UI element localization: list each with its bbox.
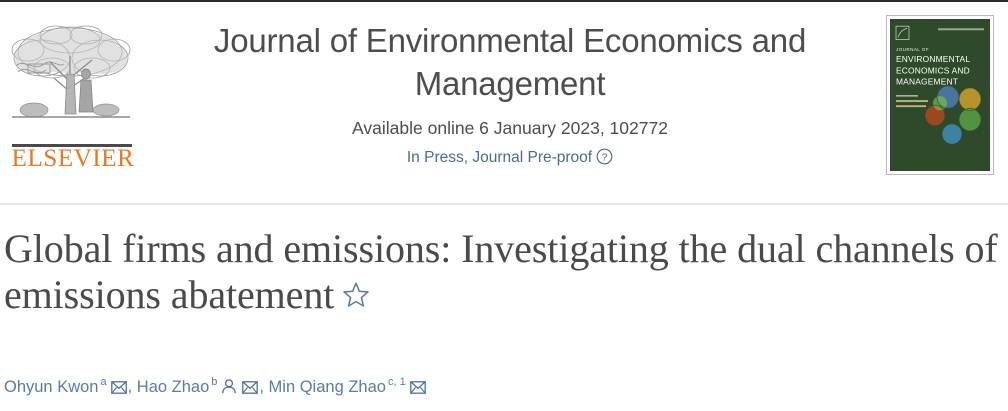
author-affiliation-marker[interactable]: c, 1 [387,376,406,388]
journal-name[interactable]: Journal of Environmental Economics and M… [213,22,807,102]
in-press-link[interactable]: In Press, Journal Pre-proof [406,148,593,166]
author-list: Ohyun Kwon a, Hao Zhao b, Min Qiang Zhao c,… [4,372,994,399]
author-entry: Hao Zhao b [136,376,260,399]
star-outline-icon[interactable] [341,274,371,320]
person-icon[interactable] [221,378,237,399]
elsevier-wordmark: ELSEVIER [11,145,135,172]
top-rule [0,0,1008,2]
svg-text:ENVIRONMENTAL: ENVIRONMENTAL [896,54,970,64]
svg-text:JOURNAL OF: JOURNAL OF [896,47,929,52]
availability-line: Available online 6 January 2023, 102772 [352,117,668,138]
author-entry: Min Qiang Zhao c, 1 [268,376,427,399]
author-name[interactable]: Hao Zhao [136,377,210,396]
journal-header: ELSEVIER Journal of Environmental Econom… [0,2,1008,203]
author-affiliation-marker[interactable]: a [100,376,107,388]
article-title-text: Global firms and emissions: Investigatin… [4,226,998,317]
author-entry: Ohyun Kwon a [4,376,128,399]
envelope-icon[interactable] [409,379,426,399]
elsevier-logo[interactable]: ELSEVIER [6,22,136,172]
header-divider [0,203,1008,205]
author-name[interactable]: Ohyun Kwon [4,377,99,396]
envelope-icon[interactable] [242,379,259,399]
elsevier-tree-icon [11,25,131,118]
journal-cover-art: JOURNAL OF ENVIRONMENTAL ECONOMICS AND M… [890,19,990,171]
journal-cover-thumbnail[interactable]: JOURNAL OF ENVIRONMENTAL ECONOMICS AND M… [886,15,994,175]
svg-text:?: ? [602,151,608,163]
elsevier-logo-bar [12,144,132,147]
svg-text:ECONOMICS AND: ECONOMICS AND [896,65,970,75]
article-title: Global firms and emissions: Investigatin… [4,226,1000,320]
journal-title-block: Journal of Environmental Economics and M… [150,20,870,171]
author-separator: , [259,377,269,396]
svg-text:MANAGEMENT: MANAGEMENT [896,77,958,87]
journal-cover-image: JOURNAL OF ENVIRONMENTAL ECONOMICS AND M… [890,19,990,171]
author-separator: , [127,377,137,396]
question-circle-icon[interactable]: ? [596,148,613,171]
author-name[interactable]: Min Qiang Zhao [268,377,386,396]
author-affiliation-marker[interactable]: b [211,376,218,388]
envelope-icon[interactable] [110,379,127,399]
press-status-line: In Press, Journal Pre-proof? [150,148,870,171]
